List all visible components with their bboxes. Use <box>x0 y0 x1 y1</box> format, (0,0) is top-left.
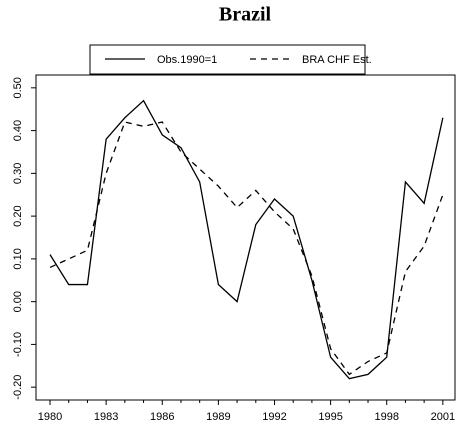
legend-label: BRA CHF Est. <box>302 54 372 66</box>
x-tick-label: 1989 <box>206 411 230 423</box>
plot-frame <box>35 74 456 401</box>
x-tick-label: 1986 <box>150 411 174 423</box>
x-tick-label: 1995 <box>318 411 342 423</box>
y-tick-label: -0.10 <box>12 332 24 357</box>
y-tick-label: 0.30 <box>12 163 24 184</box>
y-tick-label: 0.50 <box>12 77 24 98</box>
x-tick-label: 1980 <box>38 411 62 423</box>
chart-title: Brazil <box>219 4 272 26</box>
series-line <box>49 121 444 376</box>
y-tick-label: 0.10 <box>12 248 24 269</box>
x-tick-label: 1992 <box>262 411 286 423</box>
x-tick-label: 1983 <box>94 411 118 423</box>
y-tick-label: 0.20 <box>12 205 24 226</box>
y-tick-label: 0.40 <box>12 120 24 141</box>
y-tick-label: 0.00 <box>12 291 24 312</box>
series-line <box>49 99 444 380</box>
x-tick-label: 2001 <box>431 411 455 423</box>
x-tick-label: 1998 <box>374 411 398 423</box>
legend-label: Obs.1990=1 <box>157 54 217 66</box>
y-tick-label: -0.20 <box>12 375 24 400</box>
